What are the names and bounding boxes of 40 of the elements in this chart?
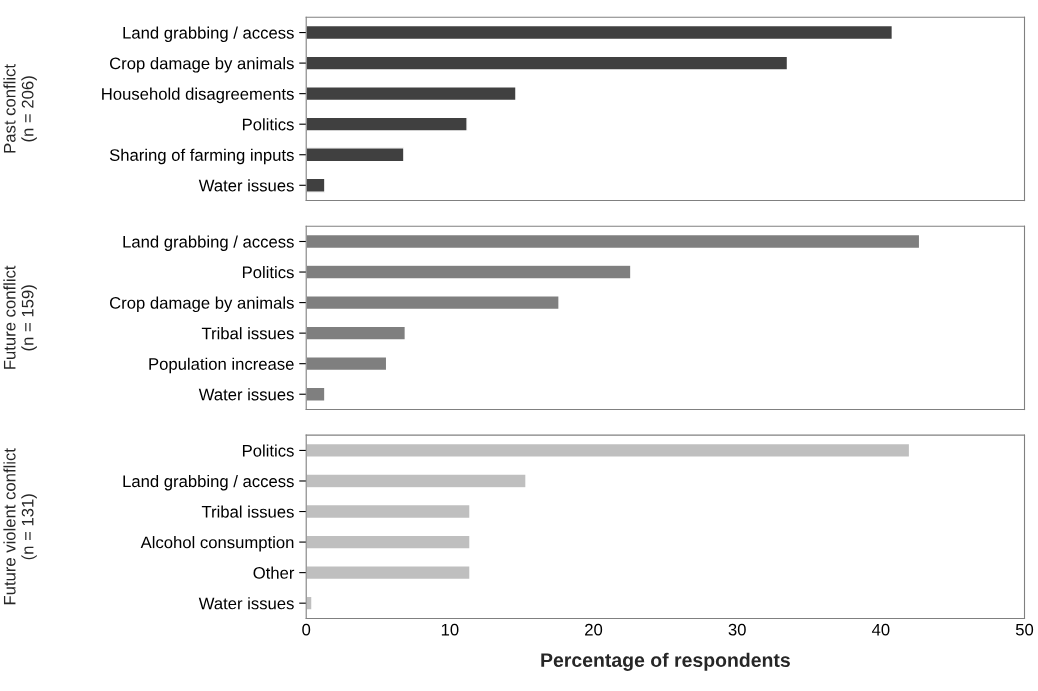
y-tick-label: Tribal issues bbox=[201, 505, 294, 518]
bar bbox=[306, 55, 789, 71]
bar bbox=[306, 24, 894, 41]
y-tick-label: Land grabbing / access bbox=[123, 474, 294, 491]
x-tick-label: 40 bbox=[871, 623, 890, 636]
y-axis-title: Past conflict (n = 206) bbox=[3, 64, 37, 153]
bar bbox=[306, 534, 471, 550]
y-tick-label: Sharing of farming inputs bbox=[109, 148, 294, 165]
bar bbox=[306, 503, 471, 520]
y-tick-label: Water issues bbox=[198, 179, 294, 192]
y-tick-label: Politics bbox=[242, 118, 294, 131]
bar bbox=[306, 442, 911, 459]
y-tick-label: Other bbox=[253, 566, 295, 579]
x-tick-label: 30 bbox=[728, 623, 746, 636]
y-tick-label: Alcohol consumption bbox=[140, 536, 294, 552]
x-tick-label: 20 bbox=[585, 623, 603, 636]
bar bbox=[306, 565, 471, 581]
y-tick-label: Water issues bbox=[198, 597, 294, 610]
y-axis-title: Future conflict (n = 159) bbox=[3, 265, 37, 369]
y-tick-label: Land grabbing / access bbox=[123, 235, 294, 251]
bar bbox=[306, 473, 527, 489]
x-tick-label: 50 bbox=[1015, 623, 1034, 636]
y-tick-label: Crop damage by animals bbox=[109, 57, 294, 73]
y-tick-label: Politics bbox=[242, 266, 294, 279]
bar bbox=[306, 116, 468, 132]
x-axis-title: Percentage of respondents bbox=[541, 652, 790, 671]
y-tick-label: Water issues bbox=[198, 388, 294, 401]
y-tick-label: Household disagreements bbox=[102, 87, 294, 104]
x-tick-label: 0 bbox=[302, 623, 311, 636]
y-tick-label: Politics bbox=[242, 444, 294, 457]
y-tick-label: Tribal issues bbox=[201, 327, 294, 340]
bar bbox=[306, 595, 313, 611]
x-tick-label: 10 bbox=[441, 623, 459, 636]
y-tick-label: Land grabbing / access bbox=[123, 26, 294, 43]
bar bbox=[306, 177, 326, 193]
y-tick-label: Crop damage by animals bbox=[109, 296, 294, 313]
bar bbox=[306, 86, 517, 102]
y-axis-title: Future violent conflict (n = 131) bbox=[3, 448, 37, 605]
bar bbox=[306, 147, 405, 163]
y-tick-label: Population increase bbox=[149, 357, 294, 374]
